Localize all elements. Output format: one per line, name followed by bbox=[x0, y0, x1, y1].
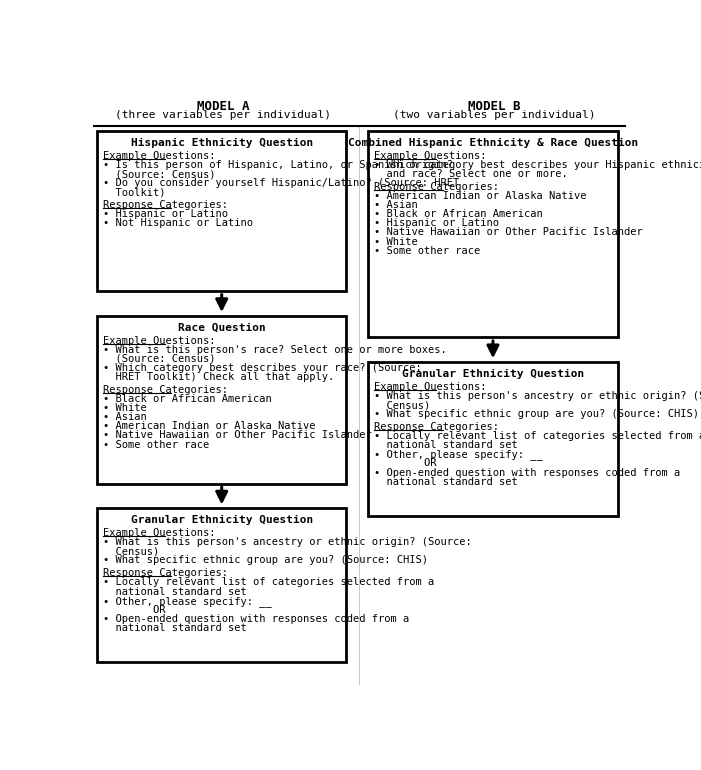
Text: Example Questions:: Example Questions: bbox=[374, 151, 487, 161]
Text: • White: • White bbox=[374, 236, 418, 246]
Text: (Source: Census): (Source: Census) bbox=[103, 169, 216, 179]
Text: • Native Hawaiian or Other Pacific Islander: • Native Hawaiian or Other Pacific Islan… bbox=[103, 430, 372, 440]
Text: • Open-ended question with responses coded from a: • Open-ended question with responses cod… bbox=[103, 614, 409, 624]
Text: • Locally relevant list of categories selected from a: • Locally relevant list of categories se… bbox=[103, 578, 435, 588]
Text: • Hispanic or Latino: • Hispanic or Latino bbox=[103, 209, 228, 219]
Text: • Open-ended question with responses coded from a: • Open-ended question with responses cod… bbox=[374, 467, 681, 477]
Text: Toolkit): Toolkit) bbox=[103, 187, 165, 197]
Text: Response Categories:: Response Categories: bbox=[103, 385, 228, 395]
Text: • Other, please specify: __: • Other, please specify: __ bbox=[374, 450, 543, 460]
Text: Example Questions:: Example Questions: bbox=[103, 336, 216, 346]
Text: • What is this person's ancestry or ethnic origin? (Source:: • What is this person's ancestry or ethn… bbox=[103, 537, 472, 547]
Text: (three variables per individual): (three variables per individual) bbox=[115, 110, 332, 120]
Text: • Is this person of Hispanic, Latino, or Spanish origin?: • Is this person of Hispanic, Latino, or… bbox=[103, 160, 453, 170]
Text: OR: OR bbox=[374, 458, 437, 468]
Text: national standard set: national standard set bbox=[103, 623, 247, 633]
Text: • Which category best describes your Hispanic ethnicity: • Which category best describes your His… bbox=[374, 160, 701, 170]
Text: MODEL B: MODEL B bbox=[468, 100, 521, 113]
Text: • What is this person's race? Select one or more boxes.: • What is this person's race? Select one… bbox=[103, 345, 447, 355]
Text: (two variables per individual): (two variables per individual) bbox=[393, 110, 596, 120]
Bar bbox=[97, 316, 346, 484]
Text: Response Categories:: Response Categories: bbox=[374, 422, 499, 432]
Text: and race? Select one or more.: and race? Select one or more. bbox=[374, 169, 568, 179]
Text: • Not Hispanic or Latino: • Not Hispanic or Latino bbox=[103, 219, 253, 229]
Text: Example Questions:: Example Questions: bbox=[103, 528, 216, 538]
Text: (Source: Census): (Source: Census) bbox=[103, 354, 216, 364]
Text: national standard set: national standard set bbox=[374, 440, 518, 450]
Text: Census): Census) bbox=[103, 547, 159, 557]
Bar bbox=[97, 131, 346, 291]
Text: Race Question: Race Question bbox=[178, 323, 266, 333]
Text: • Hispanic or Latino: • Hispanic or Latino bbox=[374, 219, 499, 229]
Text: HRET Toolkit) Check all that apply.: HRET Toolkit) Check all that apply. bbox=[103, 372, 334, 382]
Bar bbox=[368, 362, 618, 516]
Text: national standard set: national standard set bbox=[103, 587, 247, 597]
Text: • Locally relevant list of categories selected from a: • Locally relevant list of categories se… bbox=[374, 431, 701, 441]
Text: Hispanic Ethnicity Question: Hispanic Ethnicity Question bbox=[130, 138, 313, 148]
Text: • What specific ethnic group are you? (Source: CHIS): • What specific ethnic group are you? (S… bbox=[103, 555, 428, 565]
Text: • White: • White bbox=[103, 403, 147, 413]
Text: • American Indian or Alaska Native: • American Indian or Alaska Native bbox=[103, 421, 315, 431]
Text: Census): Census) bbox=[374, 400, 430, 410]
Text: Combined Hispanic Ethnicity & Race Question: Combined Hispanic Ethnicity & Race Quest… bbox=[348, 138, 638, 148]
Text: MODEL A: MODEL A bbox=[197, 100, 250, 113]
Text: • Asian: • Asian bbox=[103, 412, 147, 422]
Text: • What is this person's ancestry or ethnic origin? (Source:: • What is this person's ancestry or ethn… bbox=[374, 391, 701, 401]
Text: • Some other race: • Some other race bbox=[374, 246, 481, 256]
Text: • Which category best describes your race? (Source:: • Which category best describes your rac… bbox=[103, 363, 422, 373]
Text: Granular Ethnicity Question: Granular Ethnicity Question bbox=[130, 515, 313, 525]
Text: Response Categories:: Response Categories: bbox=[103, 200, 228, 210]
Text: • Black or African American: • Black or African American bbox=[103, 394, 272, 404]
Bar bbox=[368, 131, 618, 337]
Text: Response Categories:: Response Categories: bbox=[374, 182, 499, 192]
Text: • Asian: • Asian bbox=[374, 200, 418, 210]
Text: • What specific ethnic group are you? (Source: CHIS): • What specific ethnic group are you? (S… bbox=[374, 409, 700, 419]
Text: OR: OR bbox=[103, 604, 165, 614]
Text: • Other, please specify: __: • Other, please specify: __ bbox=[103, 596, 272, 607]
Text: national standard set: national standard set bbox=[374, 477, 518, 487]
Text: Example Questions:: Example Questions: bbox=[374, 382, 487, 392]
Text: • Black or African American: • Black or African American bbox=[374, 209, 543, 219]
Text: • Do you consider yourself Hispanic/Latino? (Source: HRET: • Do you consider yourself Hispanic/Lati… bbox=[103, 178, 459, 188]
Text: Granular Ethnicity Question: Granular Ethnicity Question bbox=[402, 369, 584, 379]
Bar bbox=[97, 508, 346, 662]
Text: • Some other race: • Some other race bbox=[103, 440, 210, 450]
Text: Response Categories:: Response Categories: bbox=[103, 568, 228, 578]
Text: • Native Hawaiian or Other Pacific Islander: • Native Hawaiian or Other Pacific Islan… bbox=[374, 227, 643, 237]
Text: • American Indian or Alaska Native: • American Indian or Alaska Native bbox=[374, 191, 587, 201]
Text: Example Questions:: Example Questions: bbox=[103, 151, 216, 161]
